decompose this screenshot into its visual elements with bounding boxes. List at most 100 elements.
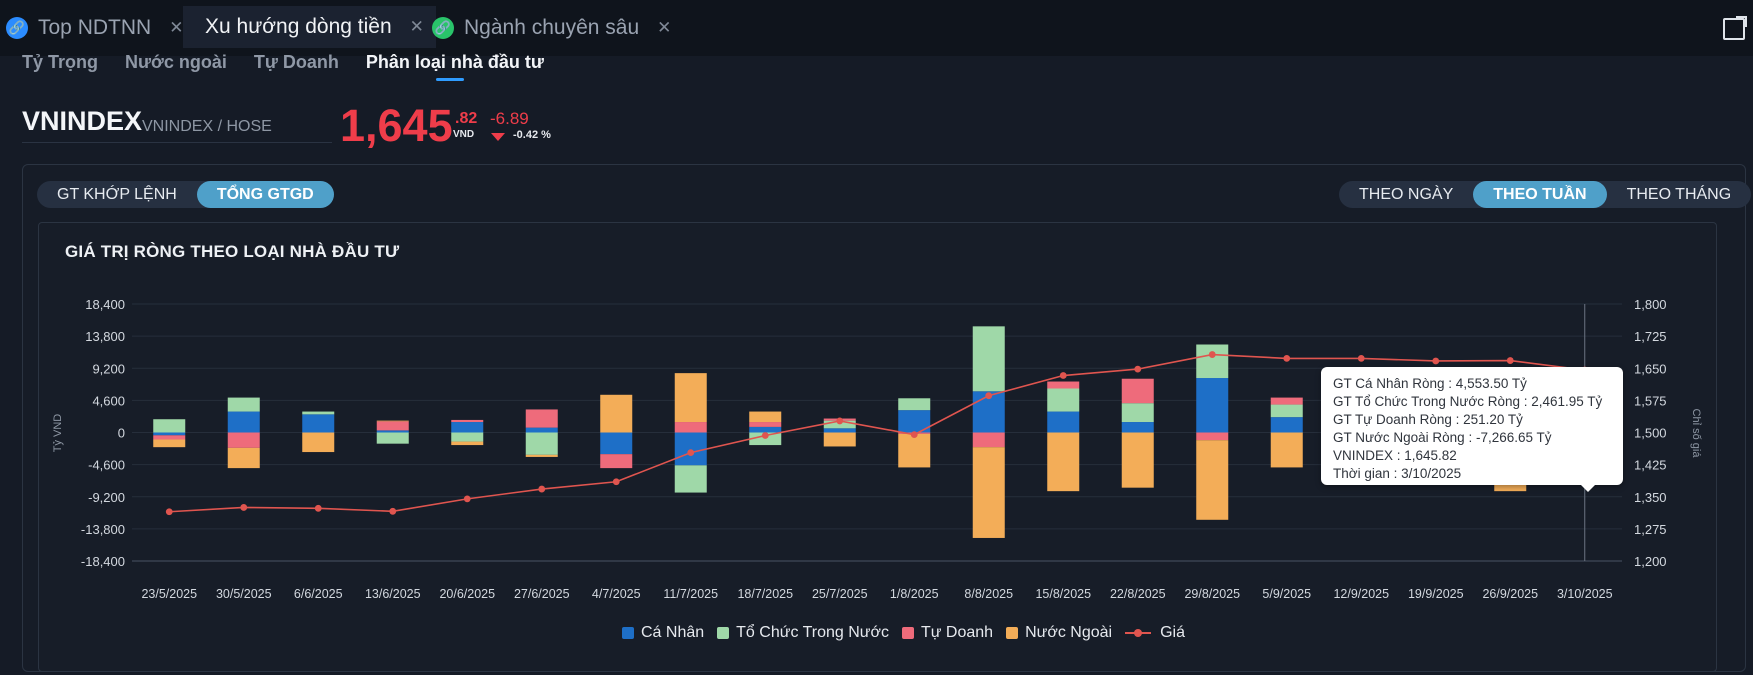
price-point[interactable] (165, 508, 173, 516)
bar-to-chuc-trong-nuoc[interactable] (674, 465, 707, 493)
bar-tu-doanh[interactable] (600, 454, 633, 469)
close-icon[interactable]: ✕ (169, 18, 184, 37)
bar-nuoc-ngoai[interactable] (227, 447, 260, 469)
legend-nuoc-ngoai[interactable]: Nước Ngoài (1006, 624, 1112, 642)
price-point[interactable] (1283, 354, 1291, 362)
bar-nuoc-ngoai[interactable] (525, 454, 558, 457)
bar-to-chuc-trong-nuoc[interactable] (153, 419, 186, 433)
bar-to-chuc-trong-nuoc[interactable] (1121, 403, 1154, 423)
bar-to-chuc-trong-nuoc[interactable] (525, 432, 558, 455)
external-link-icon[interactable] (1723, 16, 1747, 40)
bar-ca-nhan[interactable] (227, 411, 260, 433)
subnav-tu-doanh[interactable]: Tự Doanh (253, 52, 339, 72)
price-point[interactable] (612, 478, 620, 486)
bar-ca-nhan[interactable] (1196, 378, 1229, 433)
legend-ca-nhan[interactable]: Cá Nhân (622, 624, 704, 642)
bar-ca-nhan[interactable] (1121, 422, 1154, 433)
legend-gia[interactable]: Giá (1125, 624, 1185, 642)
tab-xu-huong-dong-tien[interactable]: Xu hướng dòng tiền ✕ (183, 6, 436, 48)
bar-tu-doanh[interactable] (525, 409, 558, 428)
bar-to-chuc-trong-nuoc[interactable] (1196, 344, 1229, 379)
legend-to-chuc-trong-nuoc[interactable]: Tổ Chức Trong Nước (717, 624, 889, 642)
tab-nganh-chuyen-sau[interactable]: 🔗 Ngành chuyên sâu ✕ (432, 8, 671, 48)
bar-to-chuc-trong-nuoc[interactable] (1270, 404, 1303, 418)
bar-nuoc-ngoai[interactable] (1196, 440, 1229, 520)
toggle-theo-thang[interactable]: THEO THÁNG (1626, 185, 1732, 203)
toggle-theo-ngay[interactable]: THEO NGÀY (1359, 185, 1454, 203)
bar-nuoc-ngoai[interactable] (823, 432, 856, 447)
bar-tu-doanh[interactable] (1270, 397, 1303, 405)
price-point[interactable] (314, 504, 322, 512)
bar-to-chuc-trong-nuoc[interactable] (376, 432, 409, 444)
bar-to-chuc-trong-nuoc[interactable] (823, 420, 856, 429)
tab-top-ndtnn[interactable]: 🔗 Top NDTNN ✕ (6, 8, 183, 48)
bar-ca-nhan[interactable] (1270, 417, 1303, 433)
toggle-tong-gtgd[interactable]: TỔNG GTGD (196, 181, 334, 208)
close-icon[interactable]: ✕ (657, 18, 672, 37)
bar-tu-doanh[interactable] (1047, 381, 1080, 389)
bar-nuoc-ngoai[interactable] (749, 411, 782, 423)
bar-tu-doanh[interactable] (749, 422, 782, 427)
bar-ca-nhan[interactable] (600, 432, 633, 455)
bar-ca-nhan[interactable] (749, 426, 782, 433)
bar-tu-doanh[interactable] (1196, 432, 1229, 441)
y-tick-label: 13,800 (85, 329, 125, 344)
bar-tu-doanh[interactable] (972, 432, 1005, 448)
bar-nuoc-ngoai[interactable] (1121, 432, 1154, 488)
price-point[interactable] (389, 507, 397, 515)
price-point[interactable] (985, 392, 993, 400)
bar-nuoc-ngoai[interactable] (153, 439, 186, 448)
bar-tu-doanh[interactable] (153, 435, 186, 440)
bar-ca-nhan[interactable] (153, 432, 186, 436)
bar-to-chuc-trong-nuoc[interactable] (302, 411, 335, 415)
bar-tu-doanh[interactable] (451, 419, 484, 423)
price-point[interactable] (761, 432, 769, 439)
price-point[interactable] (687, 449, 695, 457)
close-icon[interactable]: ✕ (409, 17, 424, 36)
toggle-theo-tuan[interactable]: THEO TUẦN (1473, 181, 1607, 208)
bar-ca-nhan[interactable] (376, 430, 409, 433)
bar-tu-doanh[interactable] (674, 422, 707, 433)
bar-tu-doanh[interactable] (1121, 378, 1154, 404)
bar-nuoc-ngoai[interactable] (674, 373, 707, 423)
price-point[interactable] (1506, 357, 1514, 364)
bar-nuoc-ngoai[interactable] (972, 447, 1005, 538)
bar-to-chuc-trong-nuoc[interactable] (451, 432, 484, 442)
bar-ca-nhan[interactable] (451, 422, 484, 433)
bar-ca-nhan[interactable] (525, 427, 558, 433)
price-point[interactable] (463, 495, 471, 503)
bar-to-chuc-trong-nuoc[interactable] (1047, 388, 1080, 412)
subnav-phan-loai-nha-dau-tu[interactable]: Phân loại nhà đầu tư (366, 52, 544, 83)
toggle-gt-khop-lenh[interactable]: GT KHỚP LỆNH (57, 185, 177, 203)
subnav-nuoc-ngoai[interactable]: Nước ngoài (125, 52, 227, 72)
price-point[interactable] (1059, 372, 1067, 379)
price-point[interactable] (1134, 365, 1142, 373)
bar-to-chuc-trong-nuoc[interactable] (972, 326, 1005, 392)
bar-nuoc-ngoai[interactable] (376, 420, 409, 422)
legend-tu-doanh[interactable]: Tự Doanh (902, 624, 993, 642)
price-point[interactable] (240, 504, 248, 511)
bar-to-chuc-trong-nuoc[interactable] (898, 398, 931, 411)
bar-nuoc-ngoai[interactable] (898, 433, 931, 468)
price-point[interactable] (1208, 351, 1216, 358)
bar-nuoc-ngoai[interactable] (451, 441, 484, 446)
bar-ca-nhan[interactable] (674, 432, 707, 466)
subnav-ty-trong[interactable]: Tỷ Trọng (22, 52, 98, 72)
price-point[interactable] (910, 431, 918, 439)
bar-ca-nhan[interactable] (302, 414, 335, 433)
bar-ca-nhan[interactable] (1047, 411, 1080, 433)
bar-tu-doanh[interactable] (227, 432, 260, 448)
bar-ca-nhan[interactable] (823, 428, 856, 433)
bar-nuoc-ngoai[interactable] (302, 432, 335, 453)
price-point[interactable] (538, 485, 546, 493)
bar-nuoc-ngoai[interactable] (1270, 432, 1303, 468)
bar-nuoc-ngoai[interactable] (1047, 432, 1080, 492)
bar-tu-doanh[interactable] (376, 421, 409, 431)
bar-to-chuc-trong-nuoc[interactable] (227, 397, 260, 412)
bar-ca-nhan[interactable] (898, 410, 931, 433)
price-point[interactable] (836, 417, 844, 425)
price-point[interactable] (1357, 354, 1365, 362)
bar-nuoc-ngoai[interactable] (600, 394, 633, 433)
price-point[interactable] (1432, 357, 1440, 365)
